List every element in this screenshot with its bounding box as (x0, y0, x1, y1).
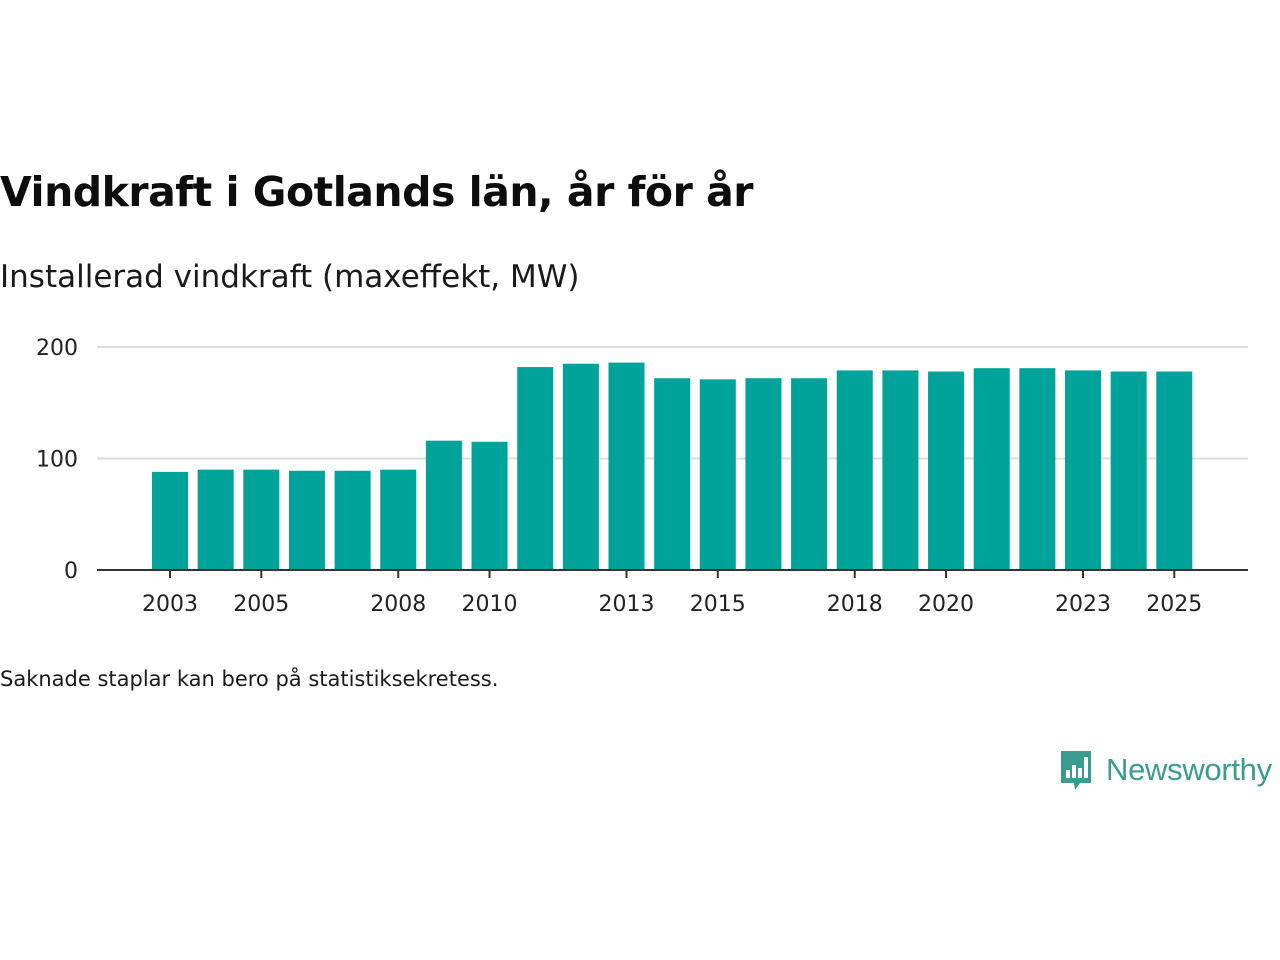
bar-2014 (654, 378, 691, 570)
newsworthy-logo-icon (1061, 751, 1091, 790)
bar-2009 (425, 440, 462, 570)
bar-2012 (562, 363, 599, 570)
x-tick-label-2013: 2013 (599, 592, 655, 617)
y-axis-labels: 0 100 200 (36, 336, 78, 584)
bar-2006 (288, 470, 325, 570)
bar-chart: 0 100 200 2003 2005 2008 2010 2013 2015 2018 2020… (36, 336, 1248, 617)
bar-2011 (517, 367, 554, 570)
bar-2020 (928, 371, 965, 570)
chart-subtitle: Installerad vindkraft (maxeffekt, MW) (0, 259, 580, 295)
x-tick-label-2003: 2003 (142, 592, 198, 617)
bar-2005 (243, 469, 280, 570)
bar-2015 (699, 379, 736, 570)
bar-2018 (836, 370, 873, 570)
x-tick-label-2018: 2018 (827, 592, 883, 617)
bar-2004 (197, 469, 234, 570)
y-tick-label-100: 100 (36, 448, 78, 473)
bar-2010 (471, 441, 508, 570)
chart-title: Vindkraft i Gotlands län, år för år (0, 168, 753, 216)
x-tick-label-2025: 2025 (1146, 592, 1202, 617)
x-axis (97, 569, 1248, 578)
bar-2013 (608, 362, 645, 570)
x-tick-label-2015: 2015 (690, 592, 746, 617)
bar-2007 (334, 470, 371, 570)
bar-2017 (791, 378, 828, 570)
bar-2023 (1065, 370, 1101, 570)
bar-2016 (745, 378, 782, 570)
bar-2019 (882, 370, 919, 570)
y-tick-label-0: 0 (64, 559, 78, 584)
bar-2008 (380, 469, 417, 570)
bar-2003 (152, 471, 188, 570)
brand-name: Newsworthy (1106, 752, 1272, 787)
bar-2024 (1110, 371, 1147, 570)
x-tick-label-2005: 2005 (233, 592, 289, 617)
bar-2021 (973, 368, 1010, 570)
y-tick-label-200: 200 (36, 336, 78, 361)
x-axis-labels: 2003 2005 2008 2010 2013 2015 2018 2020 2023 2025 (142, 592, 1202, 617)
x-tick-label-2020: 2020 (918, 592, 974, 617)
bar-2025 (1156, 371, 1193, 570)
x-tick-label-2008: 2008 (370, 592, 426, 617)
footnote: Saknade staplar kan bero på statistiksek… (0, 667, 499, 691)
bars (152, 362, 1193, 570)
brand-logo: Newsworthy (1058, 748, 1272, 792)
x-tick-label-2010: 2010 (462, 592, 518, 617)
bar-2022 (1019, 368, 1056, 570)
x-tick-label-2023: 2023 (1055, 592, 1111, 617)
